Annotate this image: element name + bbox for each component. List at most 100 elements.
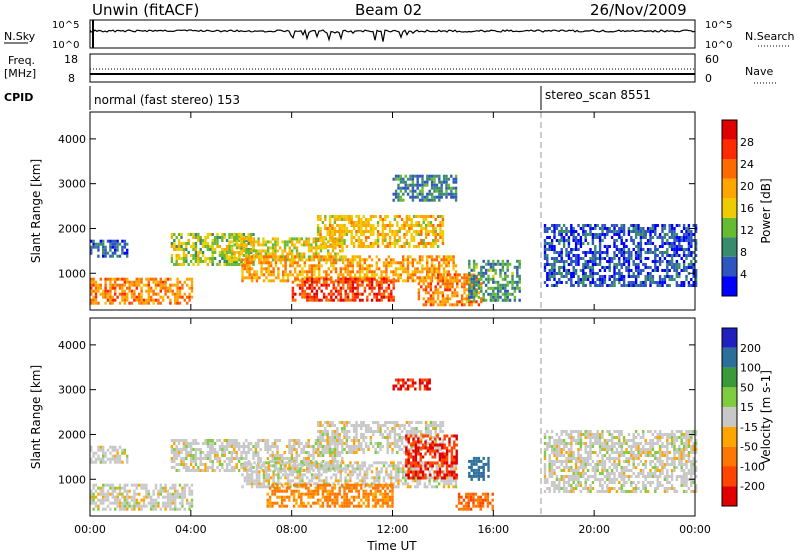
echo-cell bbox=[568, 251, 570, 254]
echo-cell bbox=[270, 270, 272, 273]
echo-cell bbox=[389, 242, 391, 245]
echo-cell bbox=[630, 281, 632, 284]
echo-cell bbox=[468, 303, 470, 306]
echo-cell bbox=[236, 263, 238, 266]
echo-cell bbox=[202, 254, 204, 257]
echo-cell bbox=[305, 240, 307, 243]
echo-cell bbox=[645, 251, 647, 254]
echo-cell bbox=[546, 284, 548, 287]
echo-cell bbox=[272, 457, 274, 460]
echo-cell bbox=[336, 427, 338, 430]
echo-cell bbox=[319, 442, 321, 445]
echo-cell bbox=[124, 281, 126, 284]
echo-cell bbox=[409, 196, 411, 199]
echo-cell bbox=[180, 439, 182, 442]
echo-cell bbox=[408, 245, 410, 248]
echo-cell bbox=[195, 233, 197, 236]
echo-cell bbox=[599, 227, 601, 230]
echo-cell bbox=[191, 284, 193, 287]
echo-cell bbox=[439, 279, 441, 282]
echo-cell bbox=[456, 291, 458, 294]
echo-cell bbox=[228, 233, 230, 236]
echo-cell bbox=[274, 454, 276, 457]
echo-cell bbox=[179, 493, 181, 496]
echo-cell bbox=[178, 451, 180, 454]
echo-cell bbox=[455, 178, 457, 181]
echo-cell bbox=[405, 184, 407, 187]
echo-cell bbox=[659, 245, 661, 248]
echo-cell bbox=[613, 227, 615, 230]
echo-cell bbox=[269, 499, 271, 502]
echo-cell bbox=[409, 190, 411, 193]
echo-cell bbox=[433, 267, 435, 270]
echo-cell bbox=[236, 237, 238, 240]
echo-cell bbox=[468, 293, 470, 296]
echo-cell bbox=[664, 269, 666, 272]
echo-cell bbox=[272, 470, 274, 473]
echo-cell bbox=[573, 227, 575, 230]
echo-cell bbox=[649, 242, 651, 245]
echo-cell bbox=[332, 267, 334, 270]
echo-cell bbox=[102, 508, 104, 511]
echo-region bbox=[393, 175, 458, 202]
echo-cell bbox=[436, 464, 438, 467]
echo-cell bbox=[604, 227, 606, 230]
echo-cell bbox=[265, 267, 267, 270]
echo-cell bbox=[601, 224, 603, 227]
echo-cell bbox=[140, 505, 142, 508]
echo-cell bbox=[272, 252, 274, 255]
echo-cell bbox=[568, 263, 570, 266]
echo-cell bbox=[289, 467, 291, 470]
echo-cell bbox=[116, 246, 118, 249]
echo-cell bbox=[364, 476, 366, 479]
echo-cell bbox=[618, 278, 620, 281]
echo-cell bbox=[316, 476, 318, 479]
echo-cell bbox=[366, 273, 368, 276]
echo-cell bbox=[416, 467, 418, 470]
echo-cell bbox=[400, 479, 402, 482]
echo-cell bbox=[443, 193, 445, 196]
echo-cell bbox=[155, 484, 157, 487]
echo-cell bbox=[172, 493, 174, 496]
echo-cell bbox=[425, 218, 427, 221]
echo-cell bbox=[347, 267, 349, 270]
echo-cell bbox=[291, 445, 293, 448]
echo-cell bbox=[435, 230, 437, 233]
echo-cell bbox=[573, 239, 575, 242]
echo-cell bbox=[287, 273, 289, 276]
echo-cell bbox=[114, 293, 116, 296]
echo-cell bbox=[92, 299, 94, 302]
echo-cell bbox=[417, 196, 419, 199]
echo-cell bbox=[455, 187, 457, 190]
echo-cell bbox=[178, 248, 180, 251]
colorbar-tick-label: 20 bbox=[740, 180, 754, 193]
echo-cell bbox=[507, 260, 509, 263]
echo-cell bbox=[352, 293, 354, 296]
echo-cell bbox=[389, 221, 391, 224]
echo-cell bbox=[661, 269, 663, 272]
echo-cell bbox=[690, 239, 692, 242]
echo-cell bbox=[195, 463, 197, 466]
echo-cell bbox=[649, 272, 651, 275]
echo-cell bbox=[315, 252, 317, 255]
echo-cell bbox=[112, 246, 114, 249]
echo-cell bbox=[381, 278, 383, 281]
echo-cell bbox=[372, 230, 374, 233]
echo-cell bbox=[298, 496, 300, 499]
echo-cell bbox=[109, 502, 111, 505]
echo-cell bbox=[432, 245, 434, 248]
echo-cell bbox=[427, 221, 429, 224]
echo-cell bbox=[354, 293, 356, 296]
echo-cell bbox=[609, 245, 611, 248]
echo-cell bbox=[100, 284, 102, 287]
echo-cell bbox=[475, 284, 477, 287]
echo-cell bbox=[683, 224, 685, 227]
echo-cell bbox=[430, 215, 432, 218]
echo-cell bbox=[454, 273, 456, 276]
echo-cell bbox=[155, 278, 157, 281]
echo-cell bbox=[188, 263, 190, 266]
echo-cell bbox=[431, 267, 433, 270]
echo-cell bbox=[162, 287, 164, 290]
echo-cell bbox=[507, 269, 509, 272]
echo-cell bbox=[635, 227, 637, 230]
